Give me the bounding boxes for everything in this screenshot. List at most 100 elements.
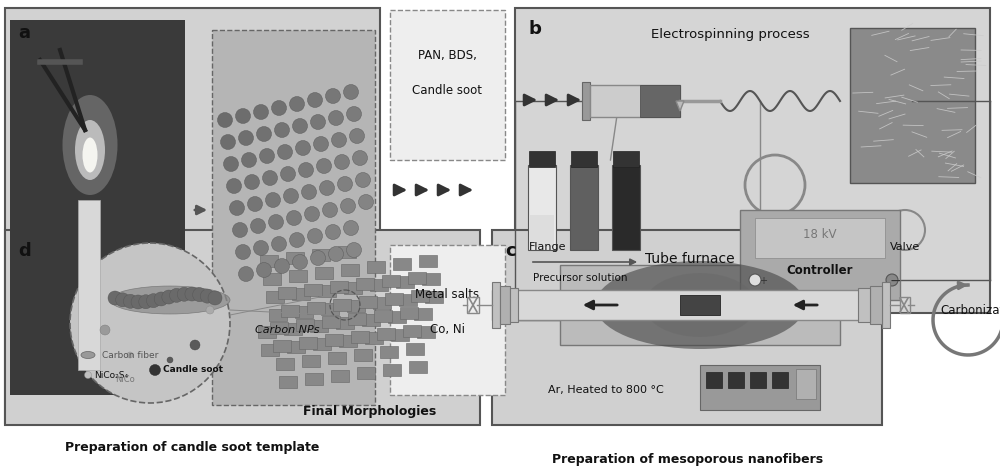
Bar: [359, 296, 377, 308]
Circle shape: [304, 207, 320, 221]
Bar: [772, 372, 788, 388]
Circle shape: [108, 291, 122, 305]
Text: Co, Ni: Co, Ni: [430, 323, 464, 337]
Bar: [304, 284, 322, 296]
Circle shape: [185, 287, 199, 301]
Bar: [276, 358, 294, 370]
Bar: [373, 297, 391, 309]
Bar: [318, 285, 336, 297]
Bar: [370, 279, 388, 291]
Bar: [284, 323, 302, 335]
Circle shape: [100, 325, 110, 335]
Circle shape: [167, 357, 173, 363]
Bar: [613, 151, 639, 167]
Circle shape: [226, 178, 242, 194]
Bar: [336, 317, 354, 329]
Text: Tube furnace: Tube furnace: [645, 252, 735, 266]
Text: Carbon fiber: Carbon fiber: [102, 351, 158, 360]
Bar: [307, 302, 325, 314]
Text: Controller: Controller: [787, 263, 853, 277]
FancyArrow shape: [676, 101, 684, 111]
Bar: [382, 275, 400, 287]
Bar: [357, 367, 375, 379]
Circle shape: [139, 295, 153, 309]
Bar: [278, 287, 296, 299]
Circle shape: [296, 141, 310, 155]
Text: a: a: [18, 24, 30, 42]
Text: Candle soot: Candle soot: [163, 365, 223, 374]
Bar: [515, 8, 990, 313]
Circle shape: [749, 274, 761, 286]
Circle shape: [287, 211, 302, 226]
Text: NiCo₂S₄: NiCo₂S₄: [94, 371, 128, 379]
Circle shape: [162, 290, 176, 304]
Circle shape: [310, 115, 326, 129]
Circle shape: [218, 112, 232, 127]
Bar: [422, 273, 440, 285]
Bar: [325, 334, 343, 346]
Bar: [900, 297, 910, 313]
Circle shape: [239, 267, 254, 281]
Bar: [492, 290, 882, 320]
Circle shape: [254, 241, 268, 255]
Bar: [419, 255, 437, 267]
Bar: [347, 300, 365, 312]
Bar: [850, 28, 975, 183]
Circle shape: [280, 167, 296, 182]
Bar: [390, 10, 505, 160]
Circle shape: [208, 291, 222, 305]
Circle shape: [356, 172, 370, 187]
Circle shape: [116, 293, 130, 307]
Text: Candle soot: Candle soot: [412, 84, 482, 96]
Circle shape: [200, 289, 214, 303]
Circle shape: [256, 126, 272, 142]
Text: PAN, BDS,: PAN, BDS,: [418, 49, 476, 61]
Bar: [78, 200, 100, 370]
Circle shape: [224, 157, 239, 171]
Bar: [388, 311, 406, 323]
Bar: [310, 320, 328, 332]
Bar: [500, 286, 510, 324]
Circle shape: [127, 352, 133, 358]
Bar: [590, 85, 680, 117]
Circle shape: [292, 254, 308, 270]
Circle shape: [260, 149, 274, 163]
Bar: [351, 331, 369, 343]
Circle shape: [338, 177, 352, 192]
Circle shape: [268, 214, 284, 229]
Bar: [492, 282, 500, 328]
Circle shape: [274, 123, 290, 137]
Bar: [680, 295, 720, 315]
Circle shape: [274, 259, 290, 273]
Text: Carbon NPs: Carbon NPs: [255, 325, 319, 335]
Text: Precursor solution: Precursor solution: [533, 273, 627, 283]
Text: 18 kV: 18 kV: [803, 228, 837, 242]
Circle shape: [244, 175, 260, 189]
Bar: [5, 8, 380, 423]
Bar: [341, 264, 359, 276]
Bar: [296, 319, 314, 331]
Bar: [640, 85, 680, 117]
Bar: [362, 314, 380, 326]
Bar: [530, 215, 554, 247]
Circle shape: [886, 274, 898, 286]
Bar: [612, 165, 640, 250]
Circle shape: [344, 84, 358, 100]
Bar: [312, 249, 330, 261]
Text: ⊖: ⊖: [743, 290, 753, 300]
Circle shape: [302, 185, 316, 200]
Bar: [270, 322, 288, 334]
Circle shape: [131, 295, 145, 309]
Bar: [425, 291, 443, 303]
Circle shape: [347, 107, 362, 121]
Bar: [344, 282, 362, 294]
Text: Electrospinning process: Electrospinning process: [651, 28, 809, 41]
Circle shape: [190, 340, 200, 350]
Bar: [411, 290, 429, 302]
Circle shape: [266, 193, 280, 208]
Bar: [406, 343, 424, 355]
Circle shape: [236, 244, 250, 260]
Circle shape: [84, 371, 92, 379]
Circle shape: [284, 188, 298, 203]
Text: Carbonization: Carbonization: [940, 303, 1000, 317]
